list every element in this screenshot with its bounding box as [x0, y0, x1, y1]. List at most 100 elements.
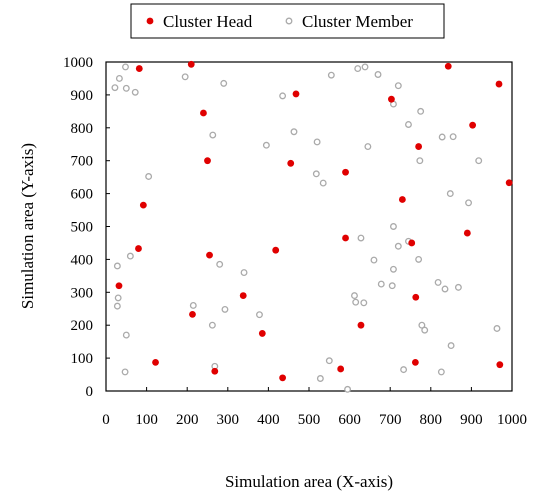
cluster-head-point — [463, 229, 471, 237]
cluster-member-point — [352, 298, 360, 306]
y-tick-label: 800 — [71, 121, 94, 137]
cluster-member-point — [240, 269, 248, 277]
cluster-member-point — [145, 173, 153, 180]
cluster-member-point — [221, 305, 229, 313]
x-tick-label: 1000 — [497, 412, 527, 428]
cluster-member-point — [357, 234, 365, 242]
cluster-head-point — [200, 109, 207, 117]
cluster-head-point — [495, 80, 503, 88]
cluster-head-point — [189, 310, 196, 318]
x-tick-label: 100 — [135, 412, 158, 428]
legend-marker-cluster-member — [285, 17, 293, 25]
x-tick-label: 0 — [102, 412, 110, 428]
cluster-member-point — [354, 65, 362, 73]
cluster-member-point — [126, 252, 134, 260]
cluster-head-point — [135, 65, 143, 72]
cluster-head-point — [279, 374, 287, 382]
cluster-member-point — [449, 133, 457, 141]
cluster-head-point — [408, 239, 416, 247]
cluster-member-points — [111, 63, 501, 393]
cluster-head-point — [239, 292, 247, 299]
cluster-member-point — [418, 321, 426, 329]
x-tick-label: 900 — [460, 412, 483, 428]
cluster-member-point — [111, 84, 119, 92]
legend-marker-cluster-head — [146, 17, 154, 25]
cluster-member-point — [447, 342, 455, 350]
cluster-head-point — [206, 251, 213, 259]
cluster-member-point — [122, 331, 130, 339]
x-axis-label: Simulation area (X-axis) — [225, 472, 393, 491]
cluster-member-point — [400, 366, 408, 374]
cluster-member-point — [417, 107, 425, 115]
cluster-member-point — [344, 385, 352, 393]
y-tick-label: 1000 — [63, 55, 93, 71]
cluster-head-point — [398, 196, 406, 203]
cluster-member-point — [319, 179, 327, 187]
cluster-head-point — [139, 201, 147, 209]
cluster-member-point — [416, 157, 424, 165]
cluster-member-point — [370, 256, 378, 264]
y-tick-label: 400 — [71, 252, 94, 268]
cluster-member-point — [360, 299, 368, 307]
x-tick-label: 200 — [176, 412, 199, 428]
cluster-member-point — [189, 302, 197, 309]
x-tick-label: 800 — [420, 412, 443, 428]
cluster-head-point — [135, 245, 142, 252]
cluster-member-point — [114, 294, 122, 302]
cluster-head-point — [337, 365, 345, 373]
cluster-head-point — [115, 282, 123, 290]
cluster-member-point — [437, 368, 445, 376]
cluster-head-point — [258, 330, 266, 337]
cluster-member-point — [389, 265, 397, 273]
cluster-member-point — [325, 357, 333, 365]
cluster-member-point — [279, 92, 287, 100]
y-tick-label: 900 — [71, 88, 94, 104]
cluster-member-point — [415, 255, 423, 263]
cluster-head-point — [357, 321, 365, 329]
x-axis-ticks: 0 100 200 300 400 500 600 700 800 900 1000 — [102, 387, 527, 428]
cluster-member-point — [131, 88, 139, 96]
cluster-member-point — [121, 368, 129, 376]
cluster-head-point — [411, 358, 419, 366]
cluster-head-point — [412, 293, 420, 301]
cluster-head-point — [342, 168, 349, 176]
cluster-member-point — [181, 73, 189, 81]
cluster-head-point — [444, 62, 452, 70]
legend-label-cluster-member: Cluster Member — [302, 12, 413, 31]
cluster-member-point — [113, 302, 121, 310]
cluster-member-point — [327, 71, 335, 79]
legend: Cluster Head Cluster Member — [130, 3, 445, 39]
cluster-member-point — [115, 74, 123, 82]
cluster-head-point — [152, 358, 159, 366]
cluster-member-point — [446, 190, 454, 198]
cluster-member-point — [394, 82, 402, 90]
cluster-member-point — [421, 326, 429, 334]
x-tick-label: 300 — [217, 412, 240, 428]
cluster-member-point — [388, 282, 396, 290]
cluster-head-point — [287, 159, 295, 167]
cluster-member-point — [434, 278, 442, 286]
cluster-member-point — [493, 325, 501, 332]
y-tick-label: 500 — [71, 220, 94, 236]
cluster-member-point — [361, 63, 369, 71]
x-tick-label: 600 — [338, 412, 361, 428]
y-tick-label: 100 — [71, 351, 94, 367]
x-tick-label: 700 — [379, 412, 402, 428]
cluster-member-point — [216, 260, 224, 268]
cluster-member-point — [316, 375, 324, 382]
cluster-member-point — [441, 285, 449, 293]
cluster-member-point — [122, 63, 129, 71]
cluster-head-point — [505, 179, 513, 187]
y-tick-label: 200 — [71, 318, 94, 334]
cluster-head-point — [292, 90, 300, 98]
y-tick-label: 700 — [71, 154, 94, 170]
cluster-member-point — [262, 141, 270, 149]
cluster-member-point — [208, 321, 216, 329]
legend-label-cluster-head: Cluster Head — [163, 12, 253, 31]
y-tick-label: 0 — [86, 384, 94, 400]
x-tick-label: 500 — [298, 412, 321, 428]
cluster-member-point — [256, 311, 263, 319]
cluster-member-point — [364, 143, 372, 151]
cluster-head-points — [115, 60, 513, 382]
